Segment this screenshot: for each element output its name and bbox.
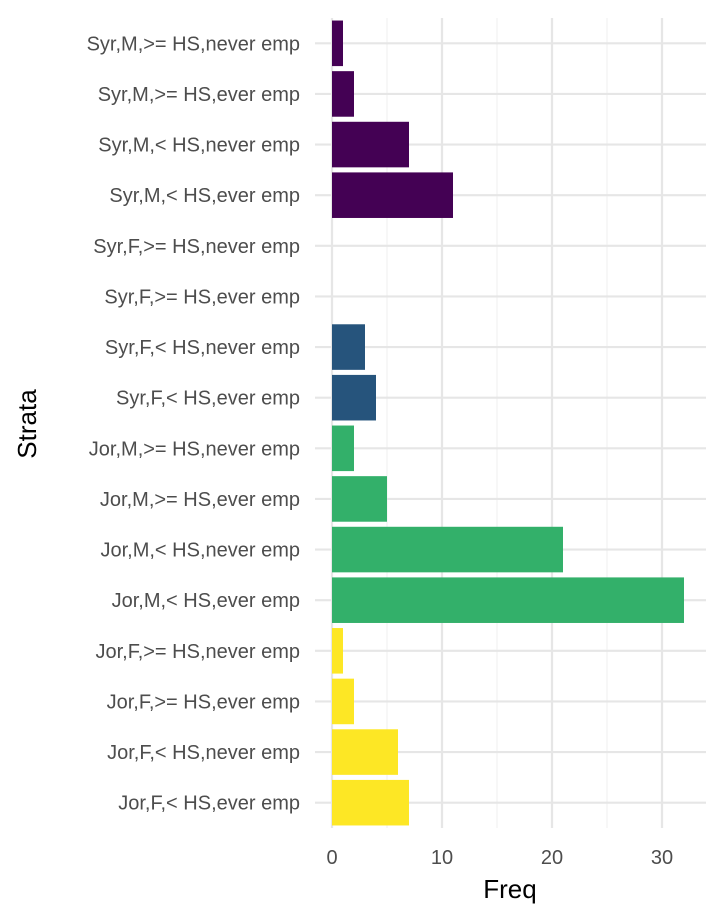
y-tick-label: Jor,F,>= HS,never emp [95,641,300,663]
bar [332,476,387,522]
y-tick-label: Syr,F,< HS,ever emp [116,388,300,410]
bar [332,71,354,117]
x-tick-label: 30 [651,847,673,869]
bar [332,20,343,67]
y-tick-label: Syr,F,>= HS,ever emp [104,286,300,308]
bar [332,729,398,775]
x-tick-label: 10 [431,847,453,869]
bar [332,374,376,421]
y-tick-label: Jor,F,< HS,ever emp [118,793,300,815]
y-tick-label: Syr,M,< HS,ever emp [109,185,300,207]
x-axis-title: Freq [483,874,536,904]
bars [332,20,684,826]
x-tick-labels: 0 10 20 30 [326,847,673,869]
bar [332,121,409,168]
y-tick-label: Jor,M,< HS,never emp [100,540,300,562]
bar [332,172,453,218]
y-tick-label: Syr,M,< HS,never emp [98,135,300,157]
bar [332,577,684,623]
bar [332,526,563,573]
y-tick-label: Jor,F,< HS,never emp [107,742,300,764]
bar [332,425,354,472]
y-axis-title: Strata [12,389,42,459]
y-tick-label: Syr,M,>= HS,ever emp [98,84,300,106]
bar [332,628,343,674]
y-tick-label: Jor,M,>= HS,ever emp [100,489,300,511]
bar [332,779,409,826]
y-tick-label: Jor,M,< HS,ever emp [112,590,300,612]
y-tick-label: Syr,M,>= HS,never emp [87,33,300,55]
y-tick-label: Syr,F,>= HS,never emp [93,236,300,258]
bar [332,324,365,370]
bar [332,678,354,725]
x-tick-label: 20 [541,847,563,869]
y-tick-label: Jor,F,>= HS,ever emp [107,691,300,713]
y-tick-labels: Syr,M,>= HS,never emp Syr,M,>= HS,ever em… [87,33,300,814]
y-tick-label: Jor,M,>= HS,never emp [89,438,300,460]
x-tick-label: 0 [326,847,337,869]
y-tick-label: Syr,F,< HS,never emp [105,337,300,359]
